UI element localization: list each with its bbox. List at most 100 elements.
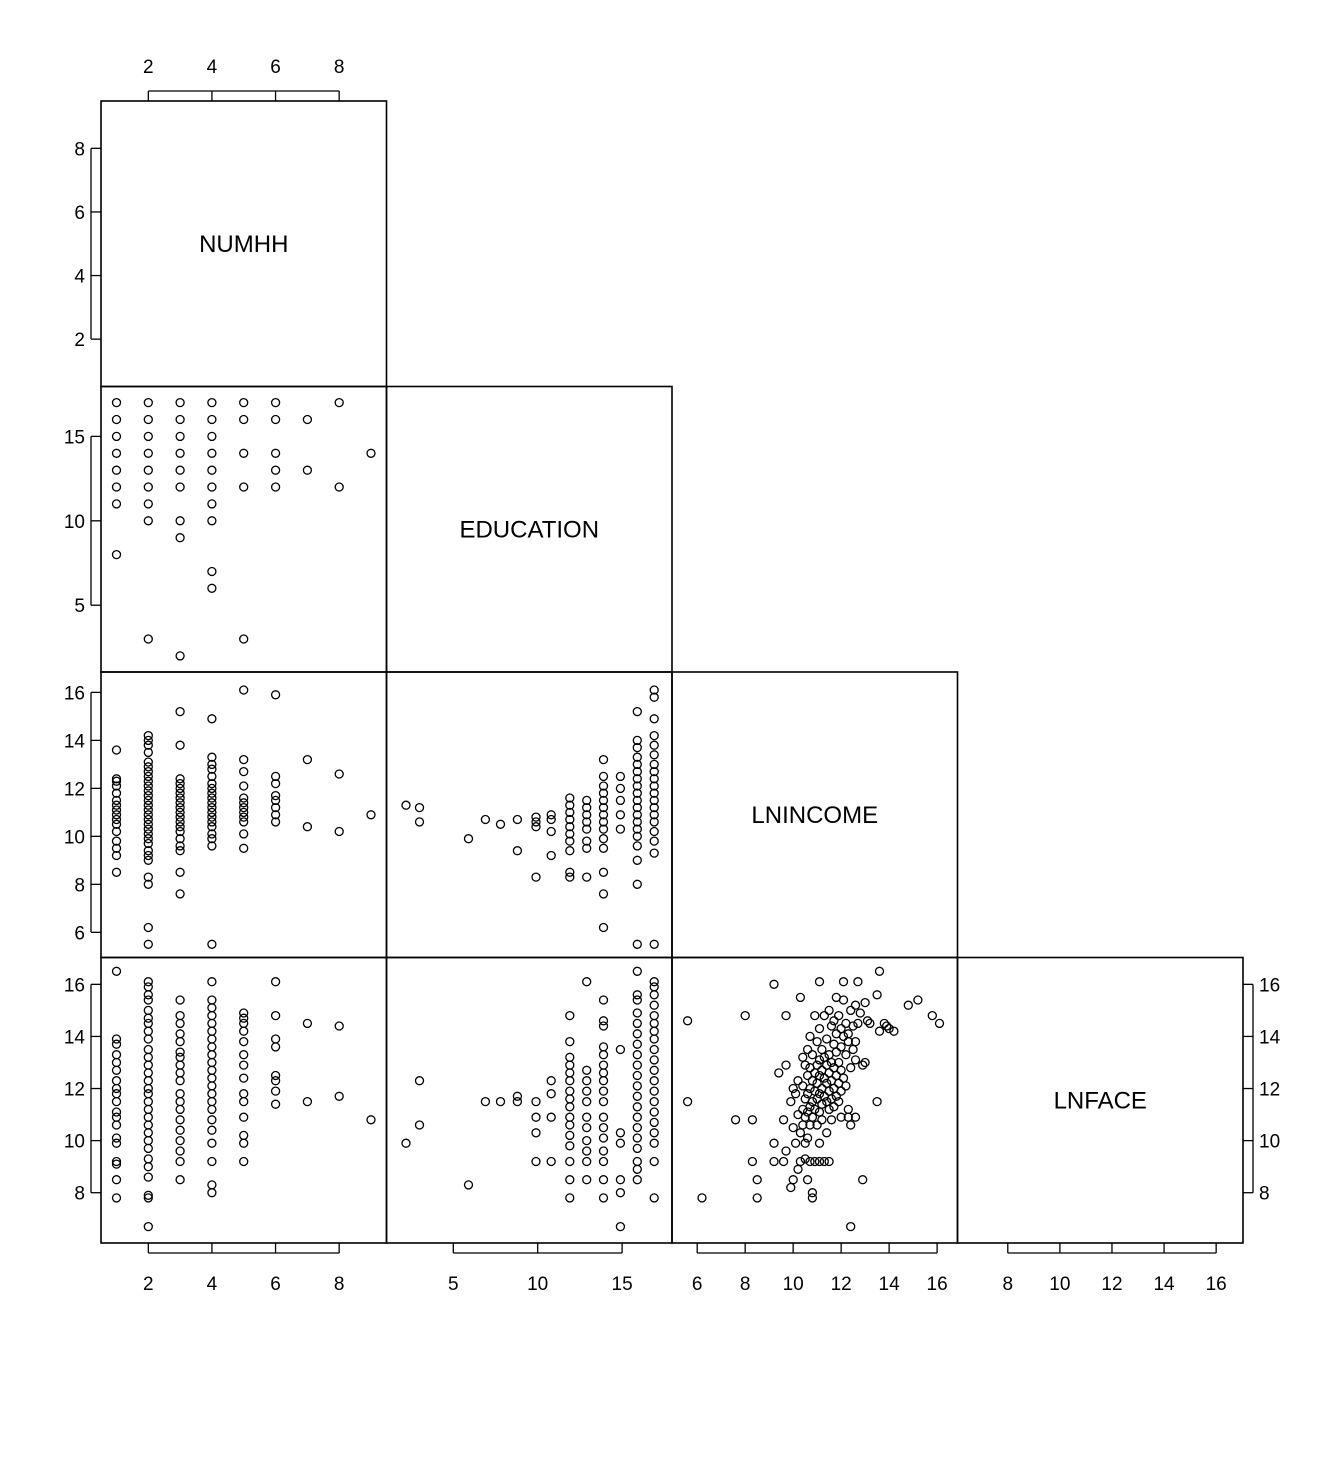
data-point: [598, 788, 609, 798]
data-point: [565, 1112, 575, 1122]
data-point: [802, 1044, 813, 1055]
data-point: [615, 795, 626, 806]
data-point: [111, 1076, 122, 1086]
x-tick-label-bottom-lnface: 10: [1049, 1274, 1070, 1295]
data-point: [143, 771, 153, 782]
data-point: [565, 836, 575, 846]
data-point: [143, 414, 153, 425]
data-point: [838, 977, 849, 987]
data-point: [270, 1034, 281, 1044]
data-point: [175, 431, 185, 442]
data-point: [817, 1099, 827, 1109]
data-point: [769, 1138, 779, 1148]
data-point: [752, 1175, 762, 1185]
data-point: [414, 817, 425, 827]
data-point: [649, 740, 659, 750]
data-point: [872, 990, 882, 1000]
data-point: [512, 846, 523, 856]
data-point: [143, 819, 153, 829]
data-point: [565, 1141, 575, 1151]
data-point: [239, 1008, 249, 1018]
data-point: [175, 788, 185, 798]
data-point: [207, 1026, 217, 1036]
data-point: [850, 1112, 861, 1122]
points-lnface-vs-numhh: [111, 966, 376, 1232]
data-point: [302, 754, 313, 765]
data-point: [175, 834, 185, 844]
data-point: [598, 843, 609, 853]
data-point: [632, 752, 642, 762]
data-point: [175, 867, 185, 877]
data-point: [846, 1005, 856, 1016]
data-point: [334, 769, 344, 779]
data-point: [860, 997, 870, 1008]
data-point: [334, 1021, 344, 1031]
data-point: [143, 846, 153, 856]
data-point: [649, 1044, 659, 1055]
data-point: [143, 995, 153, 1005]
data-point: [143, 922, 153, 933]
x-tick-label-bottom-lnface: 8: [1002, 1274, 1013, 1295]
data-point: [829, 1102, 839, 1112]
data-point: [143, 990, 153, 1000]
data-point: [632, 1112, 642, 1122]
data-point: [111, 1159, 122, 1169]
data-point: [239, 793, 249, 803]
data-point: [874, 966, 885, 976]
x-tick-label-bottom-lnincome: 12: [831, 1274, 852, 1295]
data-point: [858, 1060, 868, 1070]
data-point: [111, 431, 122, 442]
data-point: [143, 786, 153, 796]
data-point: [302, 822, 313, 832]
data-point: [582, 977, 592, 987]
x-tick-label-bottom-numhh: 6: [270, 1274, 281, 1295]
data-point: [207, 807, 217, 818]
y-tick-label-left-lnface: 14: [64, 1027, 86, 1048]
data-point: [207, 1065, 217, 1075]
data-point: [143, 1154, 153, 1164]
data-point: [850, 1055, 861, 1065]
data-point: [239, 448, 249, 458]
data-point: [565, 1068, 575, 1078]
data-point: [143, 855, 153, 865]
data-point: [807, 1193, 818, 1203]
y-tick-label-left-numhh: 8: [74, 139, 85, 160]
data-point: [649, 1128, 659, 1138]
data-point: [111, 549, 122, 560]
data-point: [175, 778, 185, 789]
data-point: [270, 1076, 281, 1086]
data-point: [632, 1156, 642, 1167]
data-point: [366, 448, 376, 458]
data-point: [175, 822, 185, 832]
data-point: [207, 1034, 217, 1044]
data-point: [615, 1138, 626, 1148]
data-point: [143, 448, 153, 458]
data-point: [810, 1104, 820, 1115]
data-point: [207, 465, 217, 475]
data-point: [239, 817, 249, 827]
data-point: [598, 1133, 609, 1143]
data-point: [111, 966, 122, 976]
data-point: [239, 766, 249, 777]
data-point: [546, 1112, 556, 1122]
data-point: [143, 1190, 153, 1200]
data-point: [207, 1003, 217, 1013]
data-point: [565, 1060, 575, 1070]
data-point: [143, 939, 153, 949]
data-point: [175, 1010, 185, 1021]
x-tick-label-bottom-education: 5: [448, 1274, 459, 1295]
data-point: [143, 740, 153, 750]
data-point: [207, 397, 217, 408]
data-point: [111, 800, 122, 810]
data-point: [632, 1060, 642, 1070]
data-point: [747, 1115, 758, 1125]
data-point: [615, 1044, 626, 1055]
data-point: [810, 1010, 820, 1021]
data-point: [239, 812, 249, 822]
data-point: [239, 843, 249, 853]
data-point: [302, 465, 313, 475]
data-point: [175, 533, 185, 543]
data-point: [632, 817, 642, 827]
data-point: [632, 855, 642, 865]
data-point: [143, 1034, 153, 1044]
